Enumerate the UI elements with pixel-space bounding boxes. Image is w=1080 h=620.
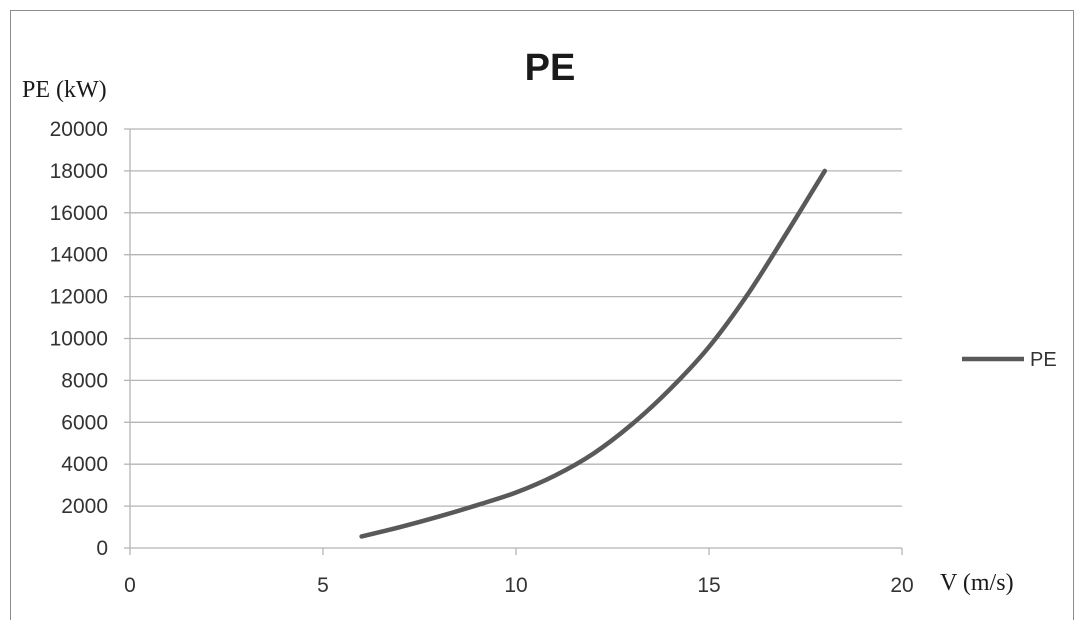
y-axis-label: PE (kW) bbox=[22, 77, 107, 103]
y-tick-label-0: 0 bbox=[96, 537, 108, 560]
grid-layer bbox=[130, 128, 902, 507]
y-tick-label-18000: 18000 bbox=[50, 160, 108, 183]
y-tick-label-4000: 4000 bbox=[61, 453, 108, 476]
y-tick-label-10000: 10000 bbox=[50, 328, 108, 351]
y-tick-label-20000: 20000 bbox=[50, 118, 108, 141]
chart-title: PE bbox=[525, 47, 576, 89]
series-layer bbox=[359, 168, 828, 539]
legend: PE bbox=[962, 349, 1057, 371]
x-tick-label-20: 20 bbox=[890, 574, 913, 597]
y-tick-label-8000: 8000 bbox=[61, 369, 108, 392]
tick-layer: 0 2000 4000 6000 8000 10000 12000 14000 16000 180… bbox=[50, 118, 914, 597]
legend-label-pe: PE bbox=[1030, 349, 1057, 371]
x-tick-label-5: 5 bbox=[317, 574, 329, 597]
y-tick-label-14000: 14000 bbox=[50, 244, 108, 267]
x-axis-label: V (m/s) bbox=[940, 570, 1014, 596]
y-tick-label-12000: 12000 bbox=[50, 286, 108, 309]
x-tick-label-10: 10 bbox=[504, 574, 527, 597]
x-tick-label-15: 15 bbox=[697, 574, 720, 597]
y-tick-label-6000: 6000 bbox=[61, 411, 108, 434]
x-tick-label-0: 0 bbox=[124, 574, 136, 597]
axis-layer bbox=[124, 128, 903, 555]
y-tick-label-16000: 16000 bbox=[50, 202, 108, 225]
chart-frame bbox=[10, 10, 1074, 620]
series-line-pe bbox=[359, 168, 828, 539]
y-tick-label-2000: 2000 bbox=[61, 495, 108, 518]
